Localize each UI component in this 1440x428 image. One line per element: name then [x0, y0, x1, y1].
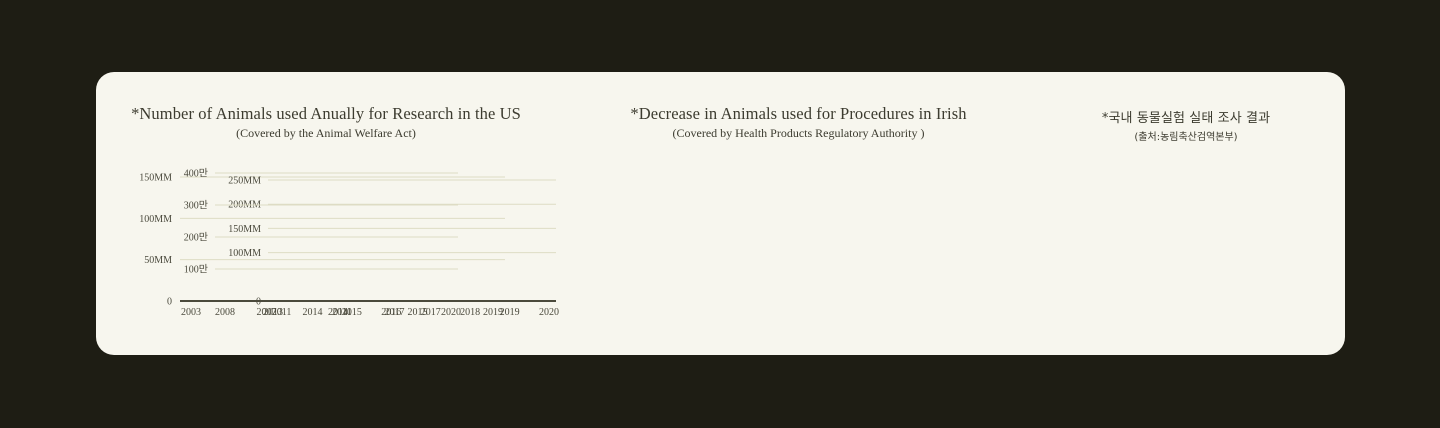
x-tick-label: 2019: [500, 307, 520, 318]
x-tick-label: 2020: [539, 307, 559, 318]
y-tick-label: 200만: [184, 232, 208, 244]
x-tick-label: 2020: [441, 307, 461, 318]
charts-card: *Number of Animals used Anually for Rese…: [96, 72, 1345, 355]
chart-plot-area: 0100MM150MM200MM250MM2013201420152016201…: [228, 176, 559, 319]
chart-title: *국내 동물실험 실태 조사 결과: [1101, 111, 1271, 126]
x-tick-label: 2008: [215, 307, 235, 318]
x-tick-label: 2017: [421, 307, 441, 318]
x-tick-label: 2018: [460, 307, 480, 318]
x-tick-label: 2007: [257, 307, 277, 318]
y-tick-label: 250MM: [228, 176, 261, 187]
chart-title: *Decrease in Animals used for Procedures…: [630, 104, 967, 123]
y-tick-label: 100MM: [228, 248, 261, 259]
x-tick-label: 2016: [381, 307, 401, 318]
y-tick-label: 100MM: [139, 214, 172, 225]
x-tick-label: 2015: [342, 307, 362, 318]
x-tick-label: 2013: [263, 307, 283, 318]
x-tick-label: 2014: [302, 307, 322, 318]
us-animals-chart: *Number of Animals used Anually for Rese…: [96, 72, 556, 355]
x-tick-label: 2019: [483, 307, 503, 318]
x-tick-label: 2011: [272, 307, 292, 318]
y-tick-label: 300만: [184, 200, 208, 212]
y-tick-label: 50MM: [144, 255, 172, 266]
chart-title: *Number of Animals used Anually for Rese…: [131, 104, 521, 123]
chart-subtitle: (Covered by the Animal Welfare Act): [236, 126, 416, 140]
y-tick-label: 150MM: [228, 224, 261, 235]
x-tick-label: 2015: [408, 307, 428, 318]
chart-subtitle: (출처:농림축산검역본부): [1134, 132, 1238, 143]
chart-subtitle: (Covered by Health Products Regulatory A…: [672, 126, 925, 140]
x-tick-label: 2011: [332, 307, 352, 318]
y-tick-label: 100만: [184, 264, 208, 276]
x-tick-label: 2017: [385, 307, 405, 318]
y-tick-label: 400만: [184, 168, 208, 180]
irish-animals-chart: *Decrease in Animals used for Procedures…: [228, 72, 1036, 355]
x-tick-label: 2014: [328, 307, 348, 318]
y-tick-label: 150MM: [139, 173, 172, 184]
korea-animals-chart: *국내 동물실험 실태 조사 결과 (출처:농림축산검역본부) 100만 200만…: [184, 72, 1336, 355]
y-tick-label: 0: [167, 297, 172, 308]
x-tick-label: 2003: [181, 307, 201, 318]
